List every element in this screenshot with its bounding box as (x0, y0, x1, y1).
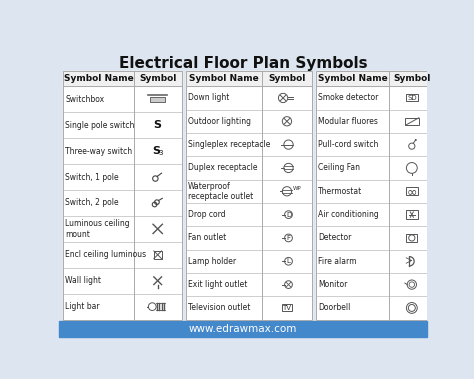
Text: WP: WP (293, 186, 302, 191)
Bar (316, 71, 434, 319)
Text: Symbol Name: Symbol Name (189, 74, 259, 83)
Bar (63, 71, 182, 86)
Text: www.edrawmax.com: www.edrawmax.com (189, 324, 297, 334)
Text: D: D (286, 211, 291, 218)
Text: Outdoor lighting: Outdoor lighting (188, 117, 251, 126)
Text: L: L (287, 258, 291, 264)
Text: Light bar: Light bar (65, 302, 100, 311)
Text: Air conditioning: Air conditioning (318, 210, 379, 219)
Text: S: S (154, 120, 162, 130)
Bar (150, 97, 165, 102)
Text: Luminous ceiling
mount: Luminous ceiling mount (65, 219, 130, 238)
Text: Three-way switch: Three-way switch (65, 147, 133, 156)
Text: Electrical Floor Plan Symbols: Electrical Floor Plan Symbols (118, 56, 367, 71)
Text: SD: SD (407, 95, 417, 101)
Text: Detector: Detector (318, 233, 352, 243)
Text: Encl ceiling luminous: Encl ceiling luminous (65, 250, 146, 259)
Text: Single pole switch: Single pole switch (65, 121, 135, 130)
Text: TV: TV (283, 305, 292, 311)
Text: Duplex receptacle: Duplex receptacle (188, 163, 257, 172)
Text: Pull-cord switch: Pull-cord switch (318, 140, 378, 149)
Text: Smoke detector: Smoke detector (318, 94, 378, 102)
Bar (316, 71, 434, 319)
Text: Symbol: Symbol (268, 74, 306, 83)
Text: Wall light: Wall light (65, 276, 101, 285)
Text: Symbol Name: Symbol Name (318, 74, 387, 83)
Text: S: S (152, 146, 160, 156)
Text: Drop cord: Drop cord (188, 210, 226, 219)
Bar (59, 321, 427, 337)
Text: Symbol Name: Symbol Name (64, 74, 133, 83)
Text: Switch, 1 pole: Switch, 1 pole (65, 172, 119, 182)
Text: Switchbox: Switchbox (65, 95, 105, 104)
Bar (316, 71, 434, 86)
Text: Singleplex receptacle: Singleplex receptacle (188, 140, 270, 149)
Bar (406, 188, 418, 195)
Text: Lamp holder: Lamp holder (188, 257, 236, 266)
Text: Down light: Down light (188, 94, 229, 102)
Text: Thermostat: Thermostat (318, 187, 362, 196)
Text: Waterproof
receptacle outlet: Waterproof receptacle outlet (188, 182, 253, 201)
Text: Ceiling Fan: Ceiling Fan (318, 163, 360, 172)
Text: Doorbell: Doorbell (318, 304, 350, 312)
Text: Exit light outlet: Exit light outlet (188, 280, 247, 289)
Bar (63, 71, 182, 319)
Bar (406, 94, 418, 102)
Text: Television outlet: Television outlet (188, 304, 250, 312)
Bar (406, 210, 418, 219)
Bar (282, 304, 292, 312)
Text: Fire alarm: Fire alarm (318, 257, 356, 266)
Text: Symbol: Symbol (139, 74, 176, 83)
Bar (63, 71, 182, 319)
Bar (186, 71, 312, 319)
Text: F: F (286, 235, 291, 241)
Bar (406, 234, 417, 242)
Text: 3: 3 (158, 150, 163, 156)
Text: Monitor: Monitor (318, 280, 347, 289)
Bar (405, 118, 419, 125)
Text: Switch, 2 pole: Switch, 2 pole (65, 199, 119, 207)
Text: ∞: ∞ (407, 185, 417, 198)
Text: Modular fluores: Modular fluores (318, 117, 378, 126)
Bar (186, 71, 312, 86)
Text: Symbol: Symbol (393, 74, 430, 83)
Bar (154, 251, 162, 258)
Circle shape (415, 139, 416, 141)
Bar (186, 71, 312, 319)
Text: Fan outlet: Fan outlet (188, 233, 226, 243)
